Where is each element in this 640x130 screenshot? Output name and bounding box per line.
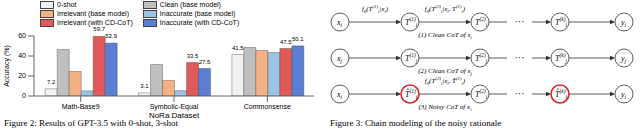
html-text:Inaccurate (base model): Inaccurate (base model) — [159, 10, 236, 17]
svg-text:Symbolic-Equal: Symbolic-Equal — [150, 103, 199, 111]
svg-text:T(2)i: T(2)i — [475, 16, 488, 27]
svg-text:60: 60 — [18, 32, 26, 39]
html-text:0-shot: 0-shot — [57, 1, 77, 8]
svg-text:33.5: 33.5 — [187, 53, 199, 59]
svg-text:···: ··· — [515, 52, 525, 63]
html-text:Inaccurate (with CD-CoT): Inaccurate (with CD-CoT) — [159, 19, 240, 26]
svg-text:7.2: 7.2 — [47, 79, 56, 85]
html-text:Figure 3: Chain modeling of th: Figure 3: Chain modeling of the noisy ra… — [330, 118, 502, 128]
svg-text:T(k)j: T(k)j — [555, 52, 568, 63]
svg-text:T(2)j: T(2)j — [475, 52, 488, 63]
svg-text:59.7: 59.7 — [93, 26, 105, 32]
svg-text:(2) Clean CoT of xj: (2) Clean CoT of xj — [418, 67, 472, 76]
svg-text:Math-Base9: Math-Base9 — [62, 103, 100, 110]
svg-text:T(2)i: T(2)i — [475, 88, 488, 99]
svg-text:xi: xi — [336, 90, 343, 100]
svg-text:fθ(T(2)i|xi, T̂(1)i): fθ(T(2)i|xi, T̂(1)i) — [425, 76, 466, 86]
svg-text:T̂(k)i: T̂(k)i — [555, 88, 568, 100]
svg-text:NoRa Dataset: NoRa Dataset — [149, 111, 200, 118]
svg-text:xj: xj — [336, 54, 343, 64]
svg-text:(1) Clean CoT of xi: (1) Clean CoT of xi — [418, 31, 472, 40]
svg-text:T̂(1)i: T̂(1)i — [405, 88, 418, 100]
svg-text:fθ(T(1)i|xi): fθ(T(1)i|xi) — [362, 4, 389, 14]
svg-text:Accuracy (%): Accuracy (%) — [8, 45, 11, 87]
html-text:Figure 2: Results of GPT-3.5 w: Figure 2: Results of GPT-3.5 with 0-shot… — [4, 118, 178, 128]
svg-text:40: 40 — [18, 52, 26, 59]
svg-text:fθ(T(2)i|xi, T(1)i): fθ(T(2)i|xi, T(1)i) — [425, 4, 466, 14]
svg-text:52.9: 52.9 — [105, 33, 117, 39]
svg-text:yi: yi — [620, 90, 627, 100]
svg-text:41.5: 41.5 — [232, 45, 244, 51]
html-text:Irrelevant (with CD-CoT): Irrelevant (with CD-CoT) — [57, 19, 133, 26]
svg-text:yi: yi — [620, 18, 627, 28]
svg-text:3.1: 3.1 — [140, 83, 149, 89]
svg-text:20: 20 — [18, 72, 26, 79]
svg-text:Commonsense: Commonsense — [244, 103, 291, 110]
svg-text:···: ··· — [515, 88, 525, 99]
html-text:Irrelevant (base model): Irrelevant (base model) — [57, 10, 129, 17]
svg-text:···: ··· — [515, 16, 525, 27]
svg-text:50.1: 50.1 — [292, 36, 304, 42]
svg-text:T(1)i: T(1)i — [405, 16, 418, 27]
html-text:Clean (base model): Clean (base model) — [159, 1, 221, 8]
svg-text:xi: xi — [336, 18, 343, 28]
svg-text:T(k)i: T(k)i — [555, 16, 568, 27]
svg-text:0: 0 — [22, 92, 26, 99]
svg-text:47.5: 47.5 — [280, 39, 292, 45]
svg-text:(3) Noisy CoT of xi: (3) Noisy CoT of xi — [419, 103, 473, 112]
svg-text:27.5: 27.5 — [199, 59, 211, 65]
svg-text:yj: yj — [620, 54, 627, 64]
svg-text:T(1)j: T(1)j — [405, 52, 418, 63]
